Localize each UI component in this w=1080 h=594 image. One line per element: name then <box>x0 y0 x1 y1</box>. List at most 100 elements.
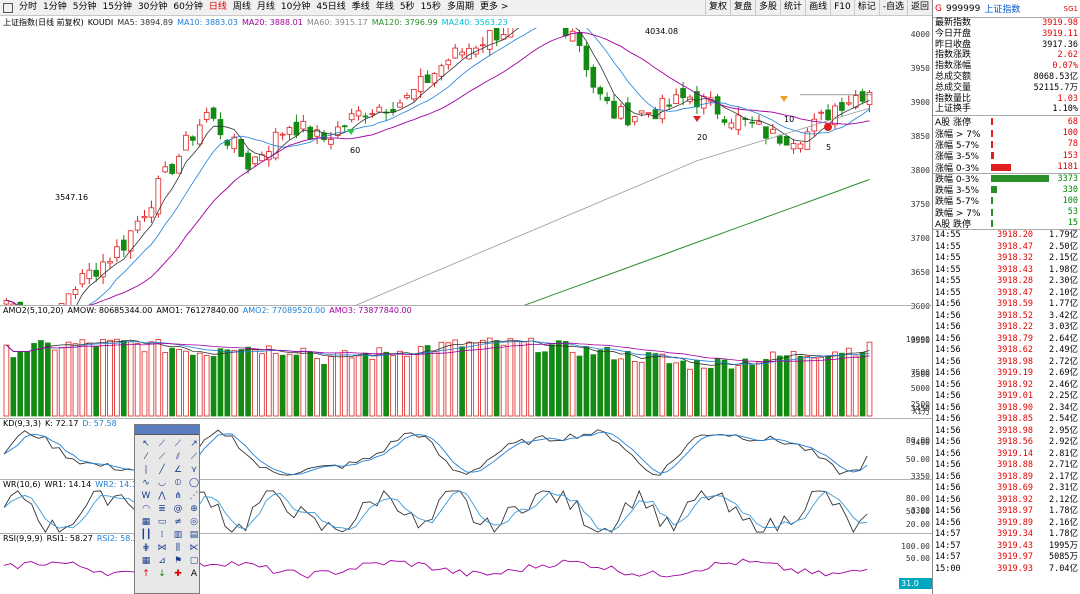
mark-icon[interactable]: ✚ <box>174 569 182 579</box>
period-tab[interactable]: 多周期 <box>447 2 475 12</box>
circle-icon[interactable]: ◯ <box>188 478 200 488</box>
toolbar-button[interactable]: 画线 <box>805 0 830 15</box>
candle <box>694 91 700 108</box>
text-icon[interactable]: A <box>190 569 198 579</box>
w-pattern-icon[interactable]: W <box>141 491 151 501</box>
frame-icon[interactable]: ▢ <box>189 556 199 566</box>
trend-icon[interactable]: ⟋ <box>158 452 166 462</box>
toolbar-button[interactable]: F10 <box>830 0 854 15</box>
tick-time: 14:57 <box>935 529 961 540</box>
extend-icon[interactable]: ⟋ <box>190 452 198 462</box>
rect-icon[interactable]: ▦ <box>141 556 151 566</box>
arc-icon[interactable]: ◡ <box>158 478 166 488</box>
mirror-icon[interactable]: ⋈ <box>157 543 167 553</box>
period-tab[interactable]: 更多 > <box>480 2 509 12</box>
axis-tick-label: 3650 <box>910 268 930 277</box>
flag-icon[interactable]: ⚑ <box>173 556 183 566</box>
panel-divider <box>0 418 932 419</box>
toolbar-button[interactable]: 统计 <box>780 0 805 15</box>
cross-icon[interactable]: ╱ <box>159 465 165 475</box>
cycle-icon[interactable]: ⦶ <box>174 478 182 488</box>
channel-icon[interactable]: ⫽ <box>175 452 180 462</box>
palette-titlebar[interactable] <box>135 425 199 435</box>
quote-label: 指数量比 <box>935 93 972 104</box>
tick-row: 14:56 3918.52 3.42亿 <box>933 311 1080 323</box>
period-tab[interactable]: 月线 <box>256 2 275 12</box>
tick-time: 14:55 <box>935 287 961 298</box>
fib-icon[interactable]: ≣ <box>158 504 166 514</box>
period-tab[interactable]: 日线 <box>208 2 227 12</box>
tick-price: 3918.47 <box>997 241 1033 252</box>
marker-label: 5 <box>826 143 831 152</box>
toolbar-button[interactable]: 复盘 <box>730 0 755 15</box>
arrow-line-icon[interactable]: ↗ <box>190 439 198 449</box>
window-icon[interactable] <box>3 2 13 13</box>
period-tab[interactable]: 60分钟 <box>173 2 203 12</box>
toolbar-button[interactable]: -自选 <box>878 0 907 15</box>
tick-amount: 2.92亿 <box>1049 437 1078 448</box>
stock-name[interactable]: 上证指数 <box>984 5 1021 15</box>
parallel-icon[interactable]: ⁄ <box>145 452 147 462</box>
ma5-label: MA5: 3894.89 <box>117 17 174 27</box>
period-tab[interactable]: 周线 <box>232 2 251 12</box>
toolbar-button[interactable]: 标记 <box>853 0 879 15</box>
amo-bar <box>687 368 693 417</box>
amo-volume-chart[interactable] <box>0 318 899 417</box>
pointer-icon[interactable]: ↖ <box>142 439 150 449</box>
period-tab[interactable]: 15秒 <box>420 2 442 12</box>
ray-icon[interactable]: ⟋ <box>174 439 182 449</box>
period-icon[interactable]: ┃┃ <box>140 530 152 540</box>
fan-icon[interactable]: ⋰ <box>189 491 199 501</box>
measure-icon[interactable]: ▤ <box>189 530 199 540</box>
sg-badge: SG1 <box>1063 4 1078 13</box>
wr-axis: 80.00 50.00 20.00 <box>899 490 932 533</box>
period-tab[interactable]: 5秒 <box>399 2 415 12</box>
period-tab[interactable]: 15分钟 <box>102 2 132 12</box>
period-tab[interactable]: 10分钟 <box>280 2 311 12</box>
triangle-icon[interactable]: ⊿ <box>158 556 166 566</box>
gann-icon[interactable]: ⊕ <box>190 504 198 514</box>
toolbar-button[interactable]: 返回 <box>906 0 932 15</box>
spiral-icon[interactable]: @ <box>173 504 183 514</box>
tick-time: 14:56 <box>935 483 961 494</box>
arcs-icon[interactable]: ◠ <box>142 504 150 514</box>
vertical-icon[interactable]: ∣ <box>143 465 149 475</box>
candle <box>127 230 134 252</box>
fib-time-icon[interactable]: ⁞ <box>160 530 164 540</box>
grid-icon[interactable]: ▦ <box>141 517 151 527</box>
ellipse-icon[interactable]: ◎ <box>190 517 198 527</box>
quote-value: 3919.98 <box>1042 18 1078 28</box>
period-tab[interactable]: 45日线 <box>316 2 346 12</box>
tick-amount: 2.31亿 <box>1049 483 1078 494</box>
fork-icon[interactable]: ⋎ <box>190 465 198 475</box>
period-tab[interactable]: 30分钟 <box>137 2 168 12</box>
tick-list[interactable]: 14:55 3918.20 1.79亿 14:55 3918.47 2.50亿 14:55 3… <box>933 229 1080 575</box>
candle <box>231 136 238 150</box>
pitchfork-icon[interactable]: ⋔ <box>174 491 182 501</box>
bars-icon[interactable]: ▥ <box>173 530 183 540</box>
zigzag-icon[interactable]: ⋀ <box>158 491 166 501</box>
up-arrow-icon[interactable]: ↑ <box>142 569 150 579</box>
toolbar-button[interactable]: 多股 <box>755 0 780 15</box>
amo-label: AMO2(5,10,20) <box>3 306 64 315</box>
wave-icon[interactable]: ∿ <box>142 478 150 488</box>
toolbar-button[interactable]: 复权 <box>705 0 730 15</box>
candlestick-chart[interactable]: 4034.08 3547.16 60 20 10 5 <box>0 28 899 305</box>
line-segment-icon[interactable]: ⟋ <box>158 439 166 449</box>
down-arrow-icon[interactable]: ↓ <box>158 569 166 579</box>
period-tab[interactable]: 5分钟 <box>72 2 97 12</box>
period-tab[interactable]: 年线 <box>375 2 394 12</box>
period-tab[interactable]: 季线 <box>351 2 370 12</box>
drawing-tools-palette[interactable]: ↖ ⟋ ⟋ ↗ ⁄ ⟋ ⫽ ⟋ ∣ ╱ ∠ ⋎ ∿ ◡ ⦶ ◯ W ⋀ ⋔ ⋰ ◠ ≣ @ ⊕ ▦ ▭ ≠ ◎ ┃┃ ⁞ ▥ ▤ ⋕ ⋈ ⫼ ⋉ ▦ ⊿ ⚑… <box>134 424 200 594</box>
grid-lines-icon[interactable]: ⋕ <box>142 543 150 553</box>
channel2-icon[interactable]: ⫼ <box>175 543 181 553</box>
period-tab[interactable]: 分时 <box>19 2 38 12</box>
box-icon[interactable]: ▭ <box>157 517 167 527</box>
tick-time: 14:55 <box>935 253 961 264</box>
speed-icon[interactable]: ≠ <box>174 517 182 527</box>
amo-bar <box>314 358 320 417</box>
angle-icon[interactable]: ∠ <box>173 465 183 475</box>
period-tab[interactable]: 1分钟 <box>43 2 67 12</box>
regression-icon[interactable]: ⋉ <box>189 543 199 553</box>
candle <box>224 139 231 146</box>
